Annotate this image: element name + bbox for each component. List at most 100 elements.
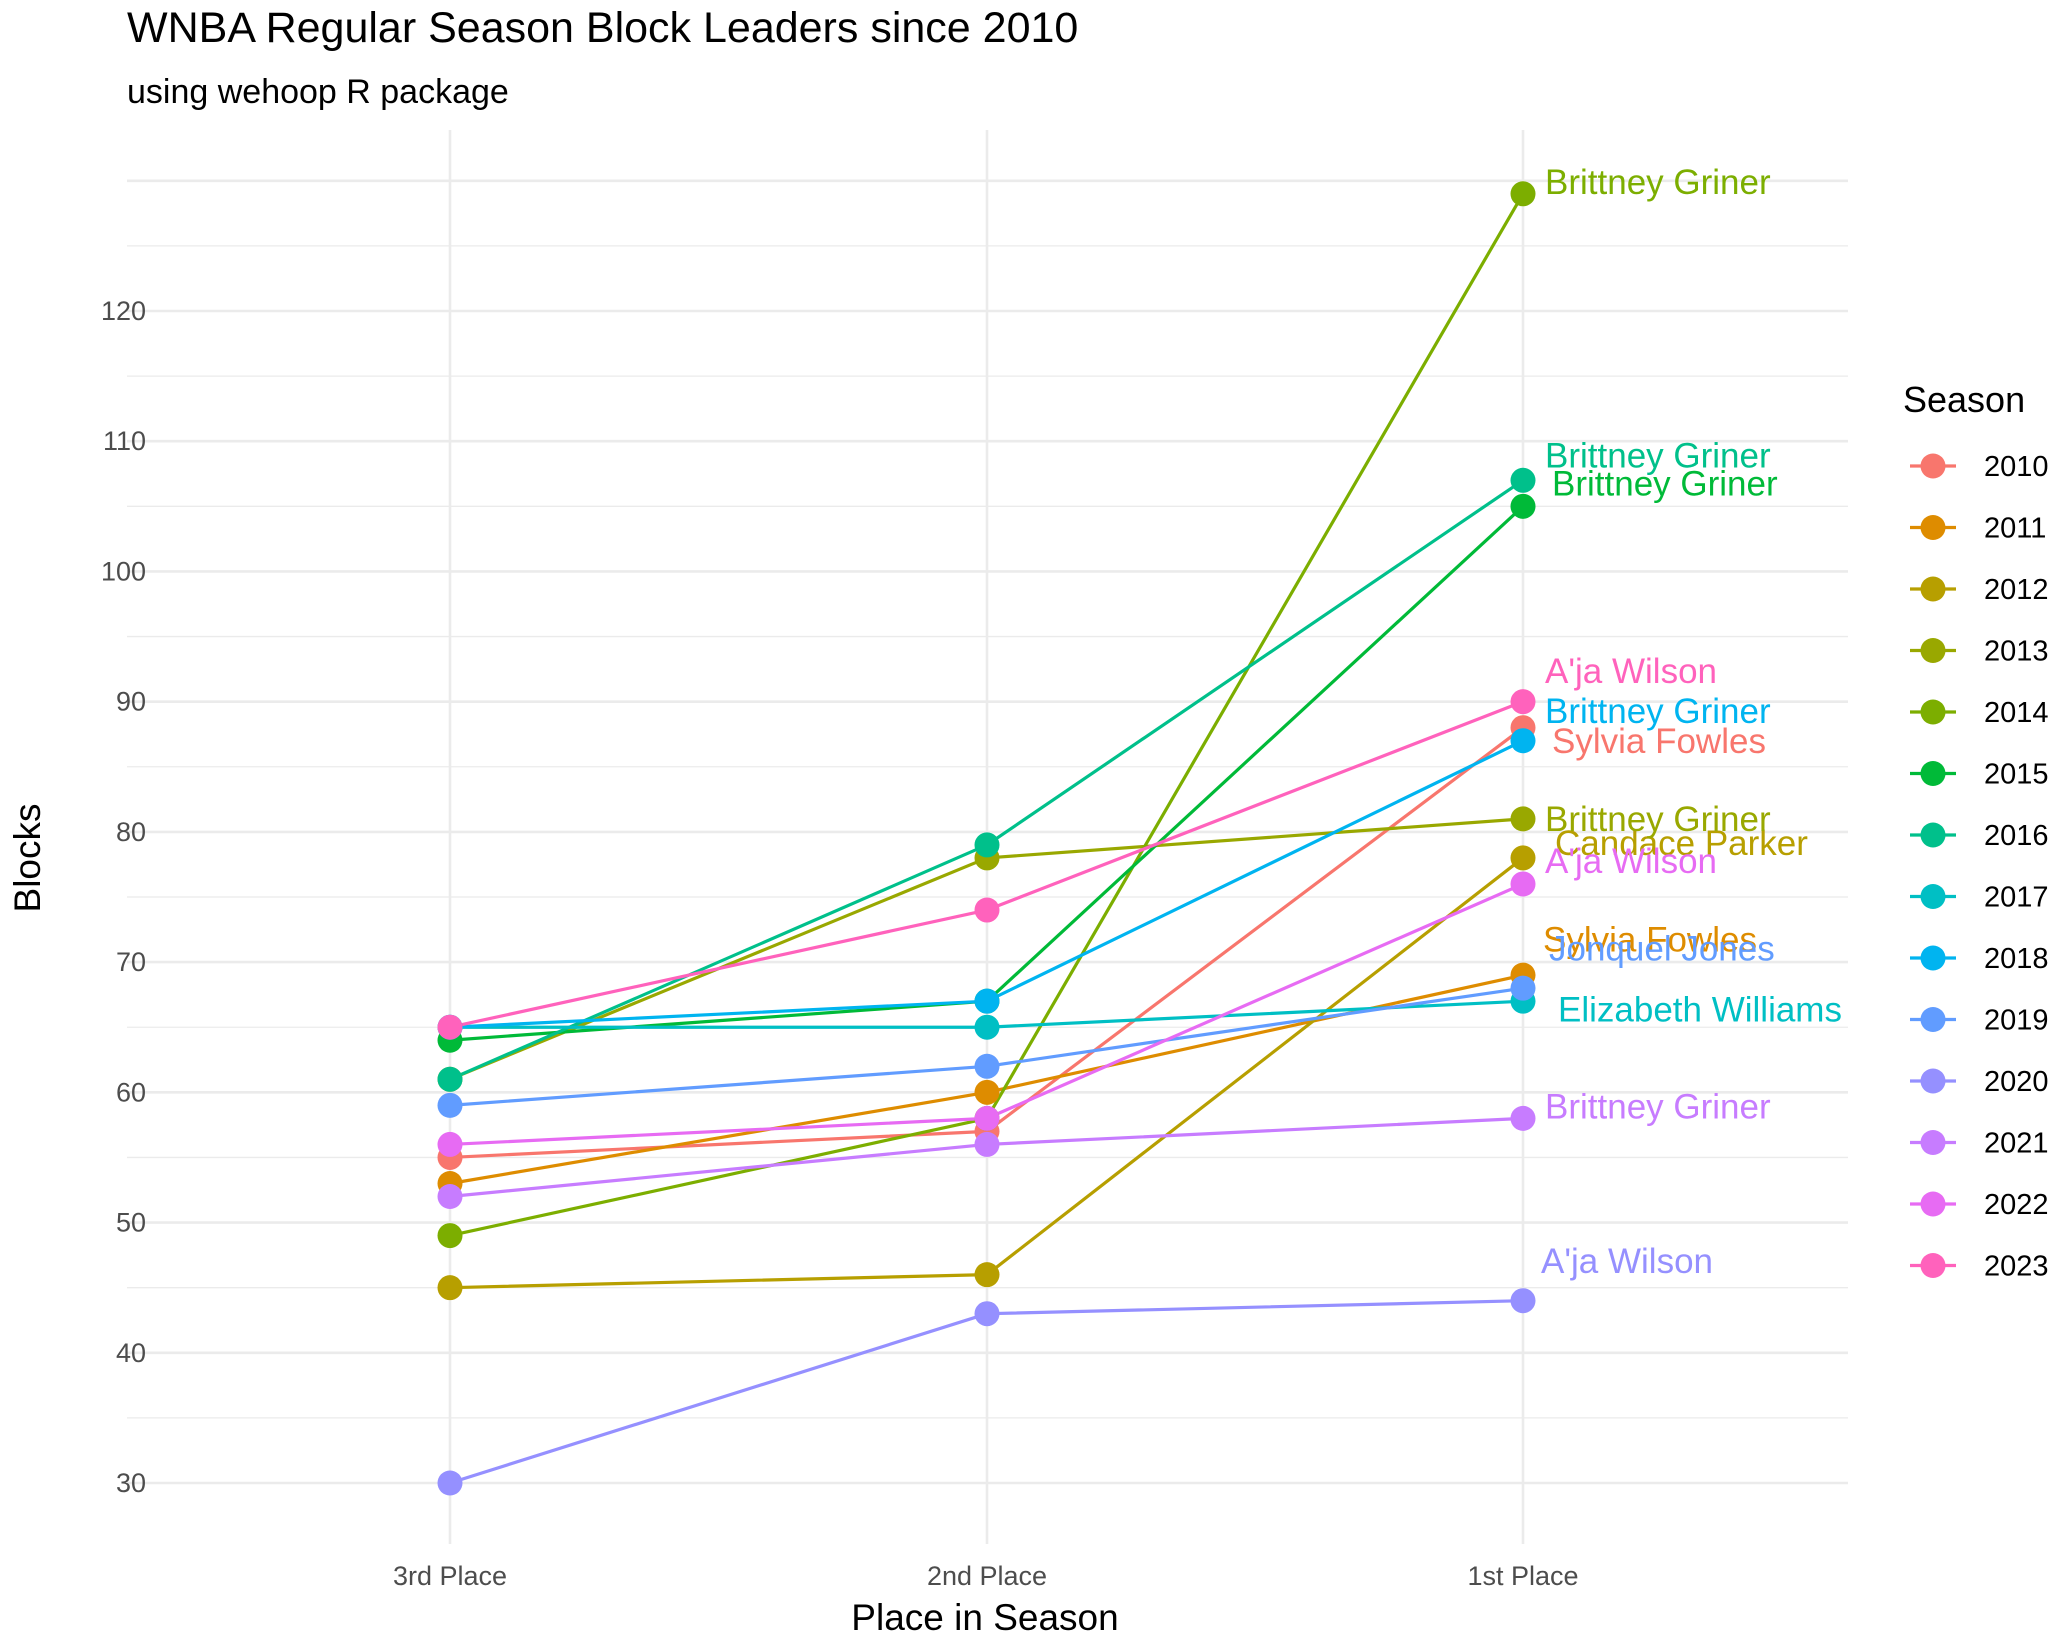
y-tick-label: 40 <box>116 1338 146 1368</box>
y-tick-label: 110 <box>103 426 146 456</box>
leader-label-2020: A'ja Wilson <box>1541 1242 1713 1281</box>
legend-key-point <box>1920 884 1946 909</box>
data-point-2020 <box>437 1470 463 1496</box>
x-axis-label: Place in Season <box>851 1597 1118 1638</box>
legend-label: 2015 <box>1984 759 2049 791</box>
data-point-2018 <box>1510 728 1536 754</box>
legend-item-2011: 2011 <box>1910 513 2046 545</box>
legend-label: 2018 <box>1984 943 2049 975</box>
data-point-2016 <box>1510 467 1536 493</box>
legend-label: 2023 <box>1984 1251 2049 1283</box>
legend-item-2023: 2023 <box>1910 1251 2049 1283</box>
data-point-2015 <box>1510 493 1536 519</box>
legend-key-point <box>1920 761 1946 786</box>
legend-label: 2022 <box>1984 1189 2049 1221</box>
data-point-2012 <box>974 1262 1000 1288</box>
legend-item-2017: 2017 <box>1910 882 2049 914</box>
data-point-2018 <box>974 988 1000 1014</box>
legend-key-point <box>1920 699 1946 725</box>
data-point-2020 <box>974 1301 1000 1327</box>
y-tick-label: 60 <box>116 1077 146 1107</box>
data-point-2022 <box>1510 871 1536 897</box>
y-tick-label: 70 <box>116 947 146 977</box>
legend-key-point <box>1920 1191 1946 1217</box>
point-labels: Sylvia Fowles Sylvia Fowles Candace Parker… <box>1541 163 1842 1281</box>
leader-label-2018: Brittney Griner <box>1545 692 1771 731</box>
data-point-2022 <box>974 1105 1000 1131</box>
legend-key-point <box>1920 576 1946 602</box>
data-point-2019 <box>1510 975 1536 1001</box>
legend-item-2010: 2010 <box>1910 451 2049 483</box>
x-tick-label: 2nd Place <box>927 1561 1047 1591</box>
legend-label: 2014 <box>1984 697 2049 729</box>
y-tick-label: 30 <box>116 1468 146 1498</box>
legend-key-point <box>1920 945 1946 971</box>
data-point-2014 <box>437 1223 463 1249</box>
data-point-2021 <box>1510 1105 1536 1131</box>
legend-title: Season <box>1903 379 2025 420</box>
legend-key-point <box>1920 515 1946 540</box>
y-axis-label: Blocks <box>7 804 48 913</box>
leader-label-2015: Brittney Griner <box>1552 465 1778 504</box>
data-point-2021 <box>437 1184 463 1210</box>
data-point-2014 <box>1510 181 1536 207</box>
leader-label-2019: Jonquel Jones <box>1549 929 1775 968</box>
leader-label-2017: Elizabeth Williams <box>1558 990 1842 1029</box>
legend-item-2018: 2018 <box>1910 943 2049 975</box>
data-point-2021 <box>974 1131 1000 1157</box>
legend-label: 2019 <box>1984 1005 2049 1037</box>
leader-label-2014: Brittney Griner <box>1545 163 1771 202</box>
leader-label-2023: A'ja Wilson <box>1545 652 1717 691</box>
data-point-2020 <box>1510 1288 1536 1314</box>
data-point-2023 <box>1510 689 1536 715</box>
x-tick-label: 1st Place <box>1467 1561 1578 1591</box>
leader-label-2022: A'ja Wilson <box>1545 842 1717 881</box>
legend-label: 2012 <box>1984 574 2049 606</box>
legend-item-2013: 2013 <box>1910 636 2049 668</box>
data-point-2013 <box>1510 806 1536 832</box>
data-point-2012 <box>1510 845 1536 871</box>
series-points <box>437 181 1536 1496</box>
y-tick-label: 120 <box>101 296 146 326</box>
leader-label-2012: Candace Parker <box>1555 824 1808 863</box>
leader-label-2010: Sylvia Fowles <box>1552 722 1766 761</box>
legend-key-point <box>1920 1130 1946 1155</box>
x-tick-label: 3rd Place <box>393 1561 507 1591</box>
data-point-2016 <box>437 1066 463 1092</box>
data-point-2019 <box>437 1092 463 1118</box>
data-point-2012 <box>437 1275 463 1301</box>
leader-label-2011: Sylvia Fowles <box>1543 920 1757 959</box>
legend-key-point <box>1920 1068 1946 1094</box>
data-point-2011 <box>974 1079 1000 1105</box>
legend-item-2015: 2015 <box>1910 759 2049 791</box>
y-tick-label: 50 <box>116 1208 146 1238</box>
legend-item-2021: 2021 <box>1910 1128 2049 1160</box>
legend-item-2012: 2012 <box>1910 574 2049 606</box>
y-tick-label: 90 <box>116 687 146 717</box>
data-point-2016 <box>974 832 1000 858</box>
y-tick-label: 100 <box>101 556 146 586</box>
legend-label: 2013 <box>1984 636 2049 668</box>
leader-label-2021: Brittney Griner <box>1545 1088 1771 1127</box>
leader-label-2016: Brittney Griner <box>1545 437 1771 476</box>
chart-title: WNBA Regular Season Block Leaders since … <box>127 4 1078 52</box>
data-point-2023 <box>974 897 1000 923</box>
y-tick-label: 80 <box>116 817 146 847</box>
legend-key-point <box>1920 822 1946 848</box>
data-point-2023 <box>437 1014 463 1040</box>
legend-item-2014: 2014 <box>1910 697 2049 729</box>
legend-item-2019: 2019 <box>1910 1005 2049 1037</box>
legend-label: 2011 <box>1984 513 2046 545</box>
legend-label: 2010 <box>1984 451 2049 483</box>
leader-label-2013: Brittney Griner <box>1545 800 1771 839</box>
data-point-2017 <box>974 1014 1000 1040</box>
data-point-2022 <box>437 1131 463 1157</box>
axes-layer: 30 40 50 60 70 80 90 100 110 120 3rd Place 2nd Plac… <box>101 296 1579 1591</box>
legend-item-2016: 2016 <box>1910 820 2049 852</box>
legend-item-2022: 2022 <box>1910 1189 2049 1221</box>
legend-item-2020: 2020 <box>1910 1066 2049 1098</box>
legend-key-point <box>1920 638 1946 663</box>
legend-label: 2021 <box>1984 1128 2049 1160</box>
